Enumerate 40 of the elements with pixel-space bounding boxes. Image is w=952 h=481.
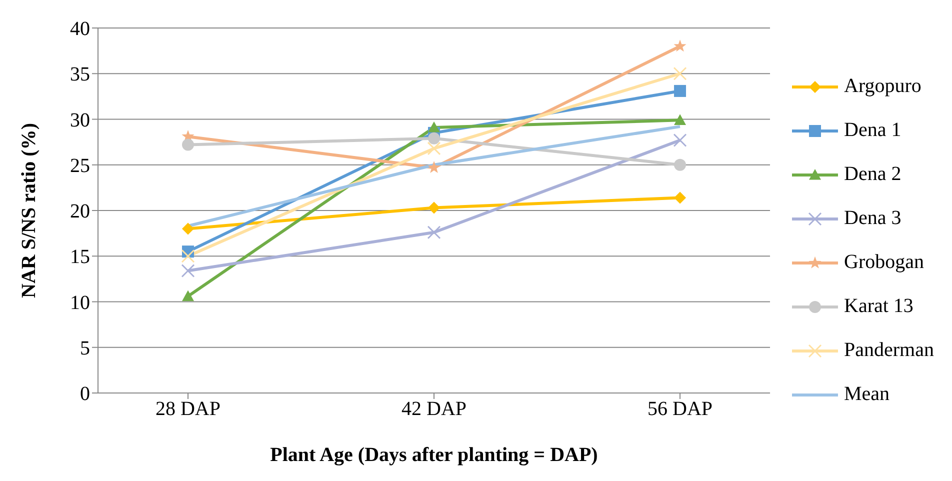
x-tick-label: 42 DAP: [402, 398, 467, 420]
point: [181, 264, 195, 278]
legend-label: Karat 13: [844, 295, 914, 318]
point: [427, 226, 441, 240]
point: [428, 121, 440, 132]
legend-label: Grobogan: [844, 251, 924, 274]
legend-label: Dena 3: [844, 207, 902, 230]
y-tick-label: 0: [80, 383, 90, 406]
y-axis-title: NAR S/NS ratio (%): [18, 123, 40, 298]
y-tick-label: 35: [70, 64, 90, 86]
point: [674, 114, 686, 125]
y-tick-label: 20: [70, 200, 90, 223]
legend-label: Argopuro: [844, 75, 922, 98]
point: [182, 138, 194, 151]
point: [182, 222, 194, 235]
point: [673, 66, 687, 80]
point: [674, 192, 686, 204]
y-tick-label: 10: [70, 292, 90, 314]
y-tick-label: 5: [80, 337, 90, 360]
point: [427, 142, 441, 156]
x-tick-label: 28 DAP: [155, 398, 221, 420]
legend-label: Panderman: [844, 339, 934, 362]
y-tick-label: 15: [70, 246, 90, 268]
y-tick-label: 25: [70, 154, 90, 177]
legend-label: Dena 2: [844, 163, 902, 186]
point: [428, 202, 440, 214]
y-tick-label: 30: [70, 109, 90, 132]
point: [674, 84, 686, 97]
point: [674, 158, 686, 171]
point: [673, 133, 687, 147]
point: [428, 161, 440, 173]
point: [181, 249, 195, 263]
point: [674, 40, 686, 52]
y-tick-label: 40: [70, 18, 90, 40]
point: [428, 132, 440, 144]
point: [182, 290, 194, 302]
legend-label: Mean: [844, 383, 890, 406]
x-axis-title: Plant Age (Days after planting = DAP): [270, 444, 598, 466]
x-tick-label: 56 DAP: [648, 398, 713, 420]
legend-label: Dena 1: [844, 119, 902, 142]
